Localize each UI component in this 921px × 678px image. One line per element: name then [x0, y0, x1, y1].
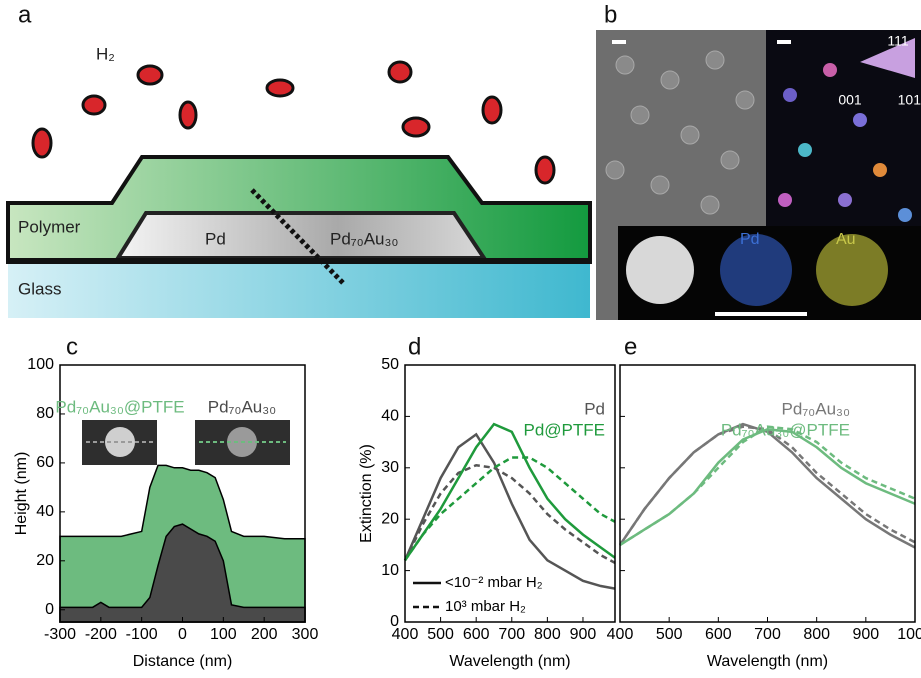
panel-label: b: [604, 1, 617, 28]
y-tick-label: 60: [36, 454, 54, 471]
y-axis-label: Height (nm): [13, 452, 30, 536]
substrate-label: Glass: [18, 279, 61, 298]
panel-label: d: [408, 333, 421, 360]
y-tick-label: 40: [36, 503, 54, 520]
panel-label: c: [66, 333, 78, 360]
x-tick-label: 500: [427, 626, 454, 643]
glass-layer: [8, 258, 590, 318]
y-tick-label: 30: [381, 459, 399, 476]
polymer-label: Polymer: [18, 217, 81, 236]
metal-label: Pd₇₀Au₃₀: [330, 229, 398, 248]
y-tick-label: 80: [36, 405, 54, 422]
line: [620, 429, 915, 545]
y-tick-label: 100: [27, 356, 54, 373]
y-tick-label: 20: [36, 552, 54, 569]
x-tick-label: 100: [210, 626, 237, 643]
y-tick-label: 0: [390, 613, 399, 630]
plot-frame: [620, 365, 915, 622]
x-axis-label: Wavelength (nm): [449, 653, 570, 670]
map-label: Pd: [740, 231, 760, 248]
gas-label: H₂: [96, 44, 115, 63]
x-tick-label: -200: [85, 626, 117, 643]
x-tick-label: 900: [852, 626, 879, 643]
metal-label: Pd: [205, 229, 226, 248]
line: [405, 458, 615, 561]
x-tick-label: 700: [754, 626, 781, 643]
x-axis-label: Distance (nm): [133, 653, 233, 670]
panel-label: a: [18, 1, 32, 28]
panel-label: e: [624, 333, 637, 360]
legend-entry: <10⁻² mbar H₂: [445, 574, 543, 591]
y-tick-label: 50: [381, 356, 399, 373]
x-tick-label: 800: [534, 626, 561, 643]
schematic: a H₂ Polymer Pd Pd₇₀Au₃₀ Glass: [8, 1, 590, 318]
y-axis-label: Extinction (%): [358, 444, 375, 543]
y-tick-label: 20: [381, 510, 399, 527]
legend-entry: Pd₇₀Au₃₀: [782, 399, 850, 418]
legend-entry: Pd@PTFE: [524, 420, 606, 439]
figure: a H₂ Polymer Pd Pd₇₀Au₃₀ Glass b 111 001…: [0, 0, 921, 678]
x-tick-label: 900: [570, 626, 597, 643]
orientation-label: 001: [838, 92, 862, 108]
legend-entry: Pd: [584, 399, 605, 418]
x-tick-label: -300: [44, 626, 76, 643]
nanodisk: [118, 213, 484, 258]
x-tick-label: 0: [178, 626, 187, 643]
y-tick-label: 0: [45, 601, 54, 618]
legend-entry: Pd₇₀Au₃₀@PTFE: [721, 420, 850, 439]
x-tick-label: 600: [463, 626, 490, 643]
x-axis-label: Wavelength (nm): [707, 653, 828, 670]
x-tick-label: 200: [251, 626, 278, 643]
x-tick-label: 300: [292, 626, 319, 643]
micrographs: b 111 001 101 Pd Au: [596, 1, 921, 320]
legend-entry: Pd₇₀Au₃₀: [208, 397, 276, 416]
afm-insets: [82, 420, 290, 465]
orientation-label: 101: [898, 92, 921, 108]
y-tick-label: 10: [381, 562, 399, 579]
orientation-label: 111: [887, 33, 908, 49]
line: [405, 434, 615, 588]
x-tick-label: -100: [126, 626, 158, 643]
x-tick-label: 600: [705, 626, 732, 643]
x-tick-label: 400: [607, 626, 634, 643]
map-label: Au: [836, 231, 856, 248]
x-tick-label: 800: [803, 626, 830, 643]
x-tick-label: 500: [656, 626, 683, 643]
legend-entry: 10³ mbar H₂: [445, 598, 526, 615]
x-tick-label: 700: [498, 626, 525, 643]
y-tick-label: 40: [381, 408, 399, 425]
legend-entry: Pd₇₀Au₃₀@PTFE: [55, 397, 184, 416]
line: [405, 424, 615, 560]
